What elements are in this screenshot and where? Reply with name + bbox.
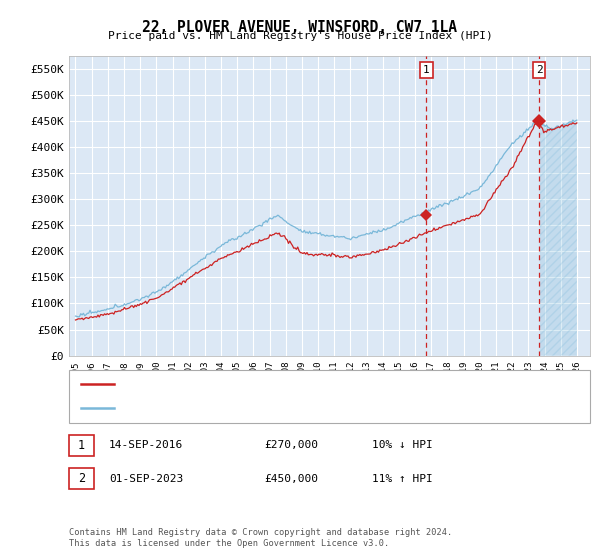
Text: 10% ↓ HPI: 10% ↓ HPI [372,440,433,450]
Text: Price paid vs. HM Land Registry's House Price Index (HPI): Price paid vs. HM Land Registry's House … [107,31,493,41]
Text: 1: 1 [78,438,85,452]
Text: 22, PLOVER AVENUE, WINSFORD, CW7 1LA: 22, PLOVER AVENUE, WINSFORD, CW7 1LA [143,20,458,35]
Text: 14-SEP-2016: 14-SEP-2016 [109,440,184,450]
Text: 11% ↑ HPI: 11% ↑ HPI [372,474,433,484]
Text: 1: 1 [423,65,430,75]
Text: Contains HM Land Registry data © Crown copyright and database right 2024.
This d: Contains HM Land Registry data © Crown c… [69,528,452,548]
Text: 22, PLOVER AVENUE, WINSFORD, CW7 1LA (detached house): 22, PLOVER AVENUE, WINSFORD, CW7 1LA (de… [120,380,451,390]
Text: £450,000: £450,000 [264,474,318,484]
Text: 2: 2 [78,472,85,486]
Text: £270,000: £270,000 [264,440,318,450]
Text: 2: 2 [536,65,542,75]
Text: HPI: Average price, detached house, Cheshire West and Chester: HPI: Average price, detached house, Ches… [120,403,501,413]
Text: 01-SEP-2023: 01-SEP-2023 [109,474,184,484]
